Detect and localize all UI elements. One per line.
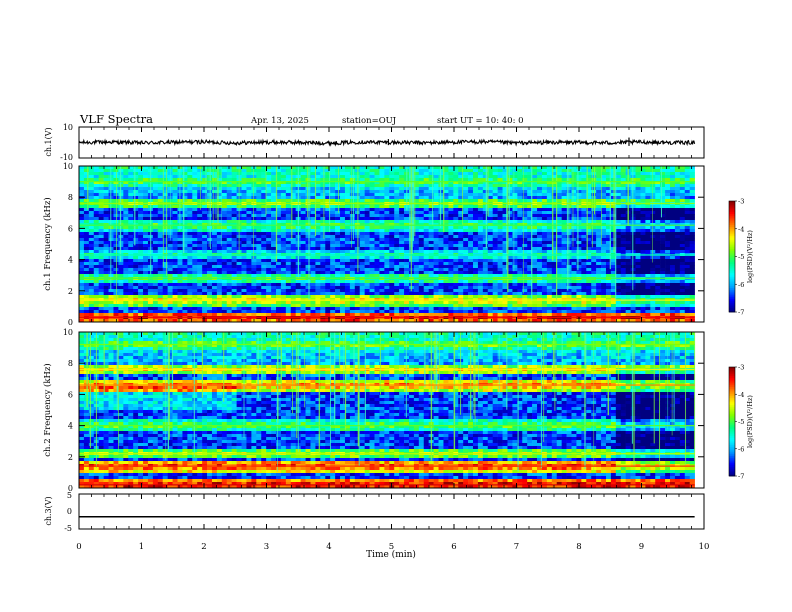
colorbar-label: log(PSD)(V²/Hz) [746, 230, 754, 283]
ch1-ylabel: ch.1(V) [44, 127, 53, 156]
x-tick-label: 6 [451, 542, 456, 552]
x-tick-label: 3 [264, 542, 269, 552]
x-tick-label: 1 [139, 542, 144, 552]
ch3-ytick-mid: 0 [67, 507, 72, 516]
ch1-colorbar: -3 -4 -5 -6 -7 log(PSD)(V²/Hz) [728, 198, 754, 317]
ch1-spec-ylabel-channel: ch.1 Frequency (kHz) [42, 197, 53, 290]
colorbar-tick-label: -3 [738, 364, 744, 372]
colorbar-tick-label: -5 [738, 418, 744, 426]
spec-ytick-label: 0 [68, 484, 73, 493]
x-tick-label: 2 [201, 542, 206, 552]
x-axis-label: Time (min) [366, 549, 416, 560]
header-date: Apr. 13, 2025 [250, 116, 309, 126]
spec-ytick-label: 8 [68, 193, 73, 202]
ch1-spectrogram-panel: ch.1 Frequency (kHz) 0 2 4 6 8 10 [42, 162, 705, 327]
colorbar-tick-label: -4 [738, 391, 744, 399]
spec-ytick-label: 6 [68, 224, 73, 233]
x-tick-label: 4 [326, 542, 331, 552]
spec-ytick-label: 10 [63, 162, 73, 171]
ch2-colorbar: -3 -4 -5 -6 -7 log(PSD)(V²/Hz) [728, 364, 754, 481]
header-start-ut: start UT = 10: 40: 0 [437, 116, 524, 126]
ch3-ylabel: ch.3(V) [44, 496, 53, 525]
x-tick-label: 8 [576, 542, 581, 552]
colorbar-tick-label: -3 [738, 198, 744, 206]
ch1-waveform-trace [78, 138, 696, 147]
ch1-waveform-panel: ch.1(V) 10 -10 [44, 123, 705, 162]
spec-ytick-label: 2 [68, 453, 73, 462]
figure-title: VLF Spectra [79, 112, 153, 126]
colorbar-tick-label: -6 [738, 281, 744, 289]
x-tick-label: 7 [514, 542, 519, 552]
colorbar-tick-label: -6 [738, 445, 744, 453]
spec-ytick-label: 8 [68, 359, 73, 368]
colorbar-tick-label: -4 [738, 225, 744, 233]
x-tick-label: 0 [76, 542, 81, 552]
spec-ytick-label: 0 [68, 318, 73, 327]
ch1-ytick-bottom: -10 [60, 153, 73, 162]
colorbar-tick-label: -7 [738, 309, 744, 317]
x-tick-label: 9 [639, 542, 644, 552]
x-tick-label: 5 [389, 542, 394, 552]
ch3-ytick-top: 5 [67, 491, 72, 500]
spec-ytick-label: 2 [68, 287, 73, 296]
ch2-spec-ylabel: ch.2 Frequency (kHz) [42, 363, 53, 456]
spec-ytick-label: 6 [68, 390, 73, 399]
ch1-ytick-top: 10 [63, 123, 73, 132]
colorbar-tick-label: -5 [738, 253, 744, 261]
spec-ytick-label: 4 [68, 422, 73, 431]
spec-ytick-label: 10 [63, 328, 73, 337]
ch3-ytick-bottom: -5 [64, 524, 72, 533]
x-tick-label: 10 [699, 542, 710, 552]
colorbar-label: log(PSD)(V²/Hz) [746, 395, 754, 448]
ch2-spectrogram-panel: ch.2 Frequency (kHz) 0 2 4 6 8 10 [42, 328, 705, 493]
colorbar-tick-label: -7 [738, 473, 744, 481]
header-station: station=OUJ [342, 116, 397, 126]
ch3-waveform-panel: ch.3(V) 5 0 -5 [44, 491, 705, 533]
spec-ytick-label: 4 [68, 256, 73, 265]
